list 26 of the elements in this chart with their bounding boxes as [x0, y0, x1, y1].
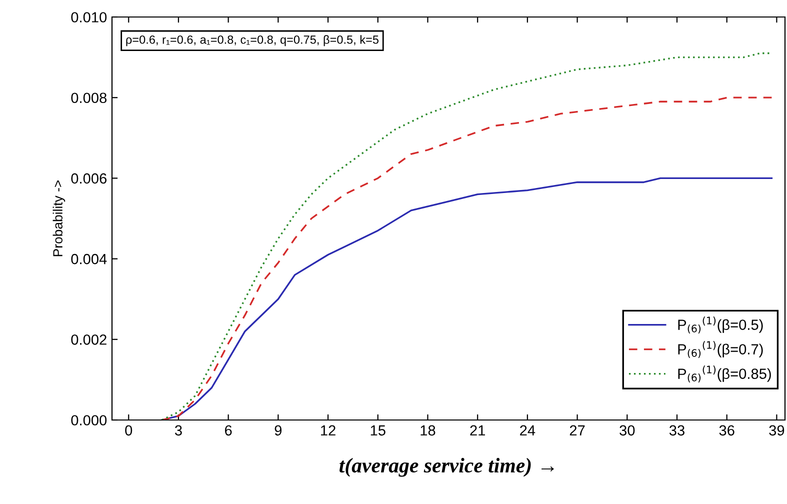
x-tick-label: 9 [274, 425, 282, 436]
x-tick-label: 39 [769, 425, 784, 436]
y-tick-label: 0.002 [71, 334, 106, 345]
x-axis-title: t(average service time) → [340, 458, 554, 477]
x-tick-label: 18 [420, 425, 436, 436]
y-tick-label: 0.004 [71, 254, 107, 264]
x-tick-label: 12 [321, 425, 336, 436]
x-tick-label: 3 [174, 425, 182, 436]
y-axis-title: Probability -> [52, 180, 66, 256]
y-tick-label: 0.006 [71, 173, 106, 184]
legend-label: P$_{(6)}$$^{(1)}$(β=0.7) [678, 340, 763, 358]
x-tick-label: 27 [570, 425, 585, 436]
x-tick-label: 0 [125, 425, 132, 436]
x-tick-label: 36 [719, 425, 734, 436]
y-tick-label: 0.010 [71, 12, 107, 22]
legend-label: P$_{(6)}$$^{(1)}$(β=0.5) [678, 316, 763, 334]
x-tick-label: 30 [620, 425, 635, 436]
x-tick-label: 24 [520, 425, 536, 436]
x-tick-label: 33 [669, 425, 684, 436]
x-tick-label: 6 [225, 425, 232, 436]
x-tick-label: 21 [470, 425, 485, 436]
y-tick-label: 0.008 [71, 92, 107, 104]
y-tick-label: 0.000 [71, 415, 107, 426]
x-tick-label: 15 [370, 425, 386, 436]
legend-label: P$_{(6)}$$^{(1)}$(β=0.85) [678, 365, 771, 383]
annotation: ρ=0.6, r₁=0.6, a₁=0.8, c₁=0.8, q=0.75, β=0.5, k=5 [126, 35, 379, 46]
